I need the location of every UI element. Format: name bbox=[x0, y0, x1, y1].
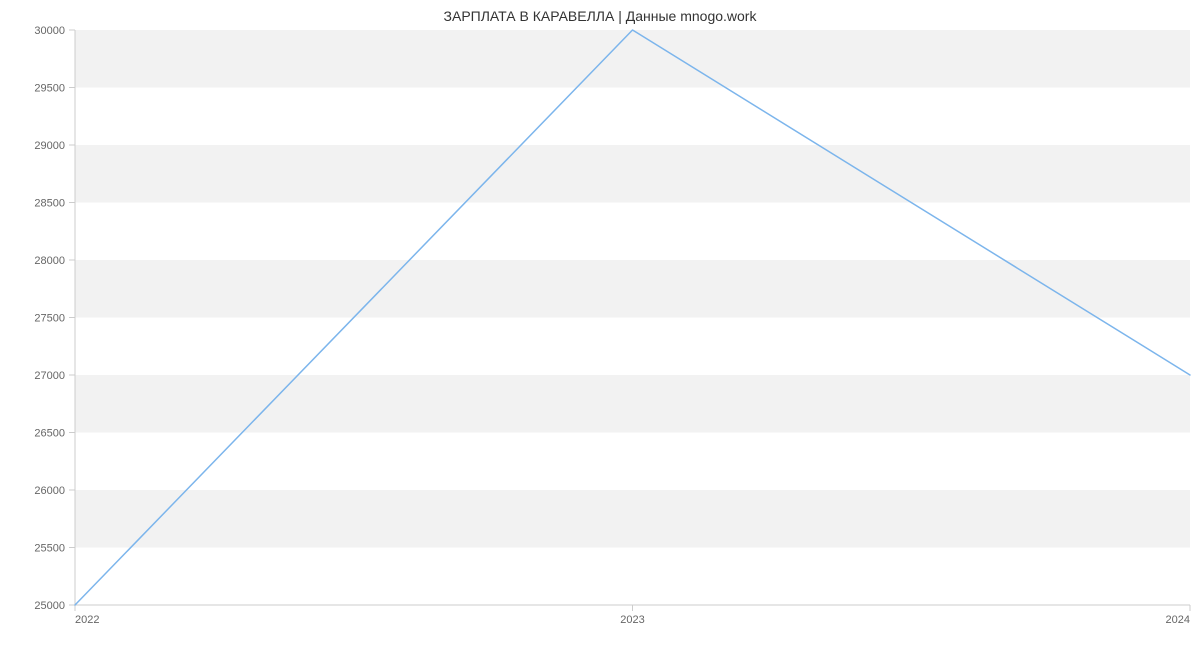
chart-container: ЗАРПЛАТА В КАРАВЕЛЛА | Данные mnogo.work… bbox=[0, 0, 1200, 650]
x-tick-label: 2023 bbox=[620, 614, 644, 626]
y-tick-label: 28500 bbox=[34, 198, 65, 210]
y-tick-label: 27000 bbox=[34, 370, 65, 382]
y-tick-label: 29000 bbox=[34, 140, 65, 152]
y-tick-label: 25500 bbox=[34, 543, 65, 555]
y-tick-label: 26500 bbox=[34, 428, 65, 440]
y-tick-label: 28000 bbox=[34, 255, 65, 267]
y-tick-label: 30000 bbox=[34, 25, 65, 37]
y-tick-label: 27500 bbox=[34, 313, 65, 325]
y-tick-label: 25000 bbox=[34, 600, 65, 612]
y-tick-label: 29500 bbox=[34, 83, 65, 95]
line-chart: 25000 25500 26000 26500 27000 27500 28000 28500… bbox=[0, 0, 1200, 650]
y-tick-label: 26000 bbox=[34, 485, 65, 497]
x-tick-label: 2024 bbox=[1166, 614, 1190, 626]
x-tick-label: 2022 bbox=[75, 614, 99, 626]
